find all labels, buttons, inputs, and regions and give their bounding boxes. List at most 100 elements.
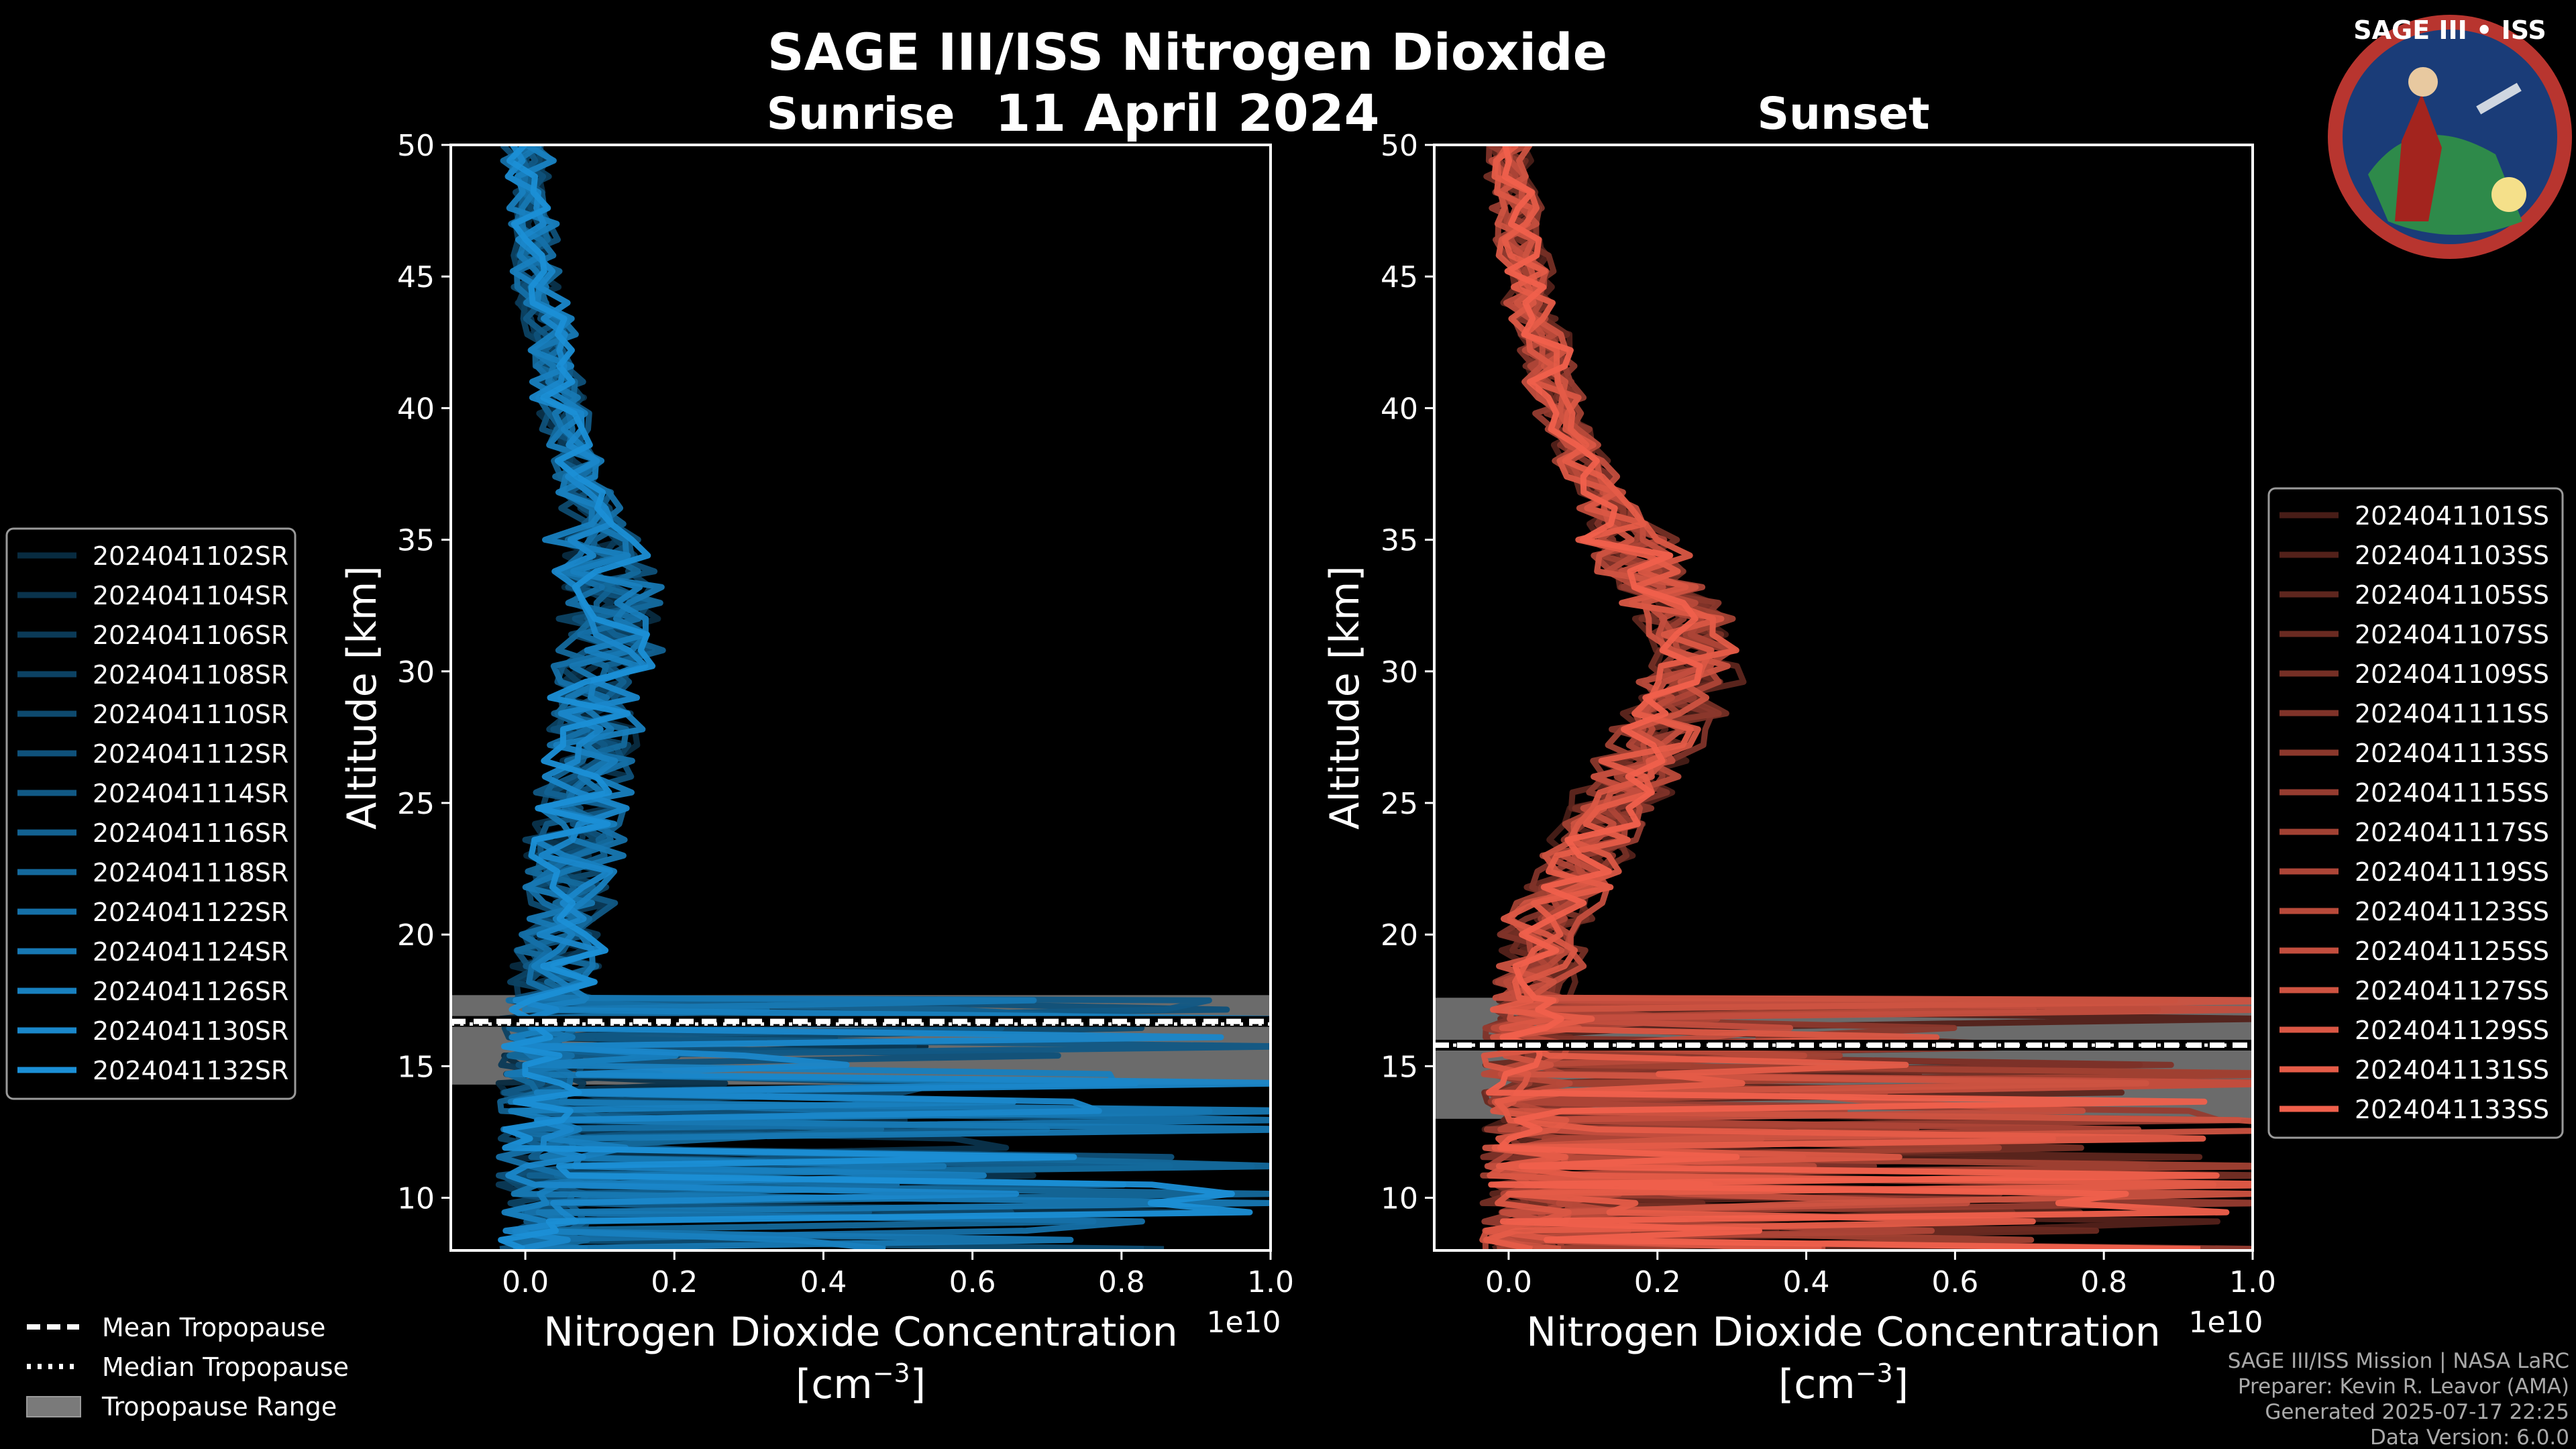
tropopause-range-label: Tropopause Range: [101, 1392, 337, 1421]
x-axis-label: Nitrogen Dioxide Concentration: [543, 1309, 1178, 1356]
legend-frame: [2267, 487, 2564, 1139]
plot-area: [451, 145, 1271, 1250]
x-tick-label: 0.8: [1098, 1265, 1145, 1299]
mean-tropopause-label: Mean Tropopause: [102, 1313, 325, 1342]
x-axis-unit-close: ]: [1893, 1361, 1909, 1408]
legend-entry: 2024041109SS: [2355, 659, 2549, 689]
x-tick-label: 0.4: [800, 1265, 847, 1299]
y-tick-label: 45: [1381, 260, 1418, 294]
legend-entry: 2024041122SR: [93, 898, 288, 927]
legend-entry: 2024041119SS: [2355, 857, 2549, 887]
credit-version: Data Version: 6.0.0: [2370, 1426, 2569, 1449]
legend-entry: 2024041125SS: [2355, 936, 2549, 966]
y-axis-label: Altitude [km]: [1322, 566, 1368, 830]
panel-title: Sunrise: [767, 88, 955, 140]
legend-entry: 2024041114SR: [93, 779, 288, 808]
tropopause-range-swatch: [26, 1396, 81, 1417]
x-axis-unit-close: ]: [910, 1361, 926, 1408]
x-scale-label: 1e10: [2188, 1305, 2263, 1340]
x-tick-label: 0.6: [949, 1265, 996, 1299]
x-axis-unit-exponent: −3: [873, 1358, 910, 1388]
legend-entry: 2024041130SR: [93, 1016, 288, 1046]
x-tick-label: 0.2: [1634, 1265, 1681, 1299]
legend-entry: 2024041112SR: [93, 739, 288, 769]
tropopause-legend: Mean Tropopause Median Tropopause Tropop…: [26, 1313, 349, 1421]
figure-date: 11 April 2024: [995, 83, 1379, 143]
legend-entry: 2024041124SR: [93, 937, 288, 967]
station-icon: [2476, 83, 2522, 115]
figure-head-icon: [2408, 67, 2438, 97]
x-tick-label: 1.0: [1247, 1265, 1294, 1299]
sunrise-legend: 2024041102SR 2024041104SR 2024041106SR 2024…: [5, 527, 297, 1100]
legend-entry: 2024041107SS: [2355, 620, 2549, 649]
y-tick-label: 25: [397, 787, 435, 821]
x-tick-label: 0.6: [1931, 1265, 1978, 1299]
legend-entry: 2024041101SS: [2355, 501, 2549, 531]
x-tick-label: 0.0: [1485, 1265, 1532, 1299]
y-tick-label: 15: [1381, 1050, 1418, 1084]
x-axis-unit: [cm−3]: [796, 1358, 926, 1408]
y-tick-label: 15: [397, 1050, 435, 1084]
plot-frame: [1433, 144, 2254, 1252]
legend-entry: 2024041111SS: [2355, 699, 2549, 729]
y-tick-label: 40: [1381, 392, 1418, 426]
sunrise-chart: 0.0 0.2 0.4 0.6 0.8 1.0 10 15 20 25 30 35 40 45 50 Sunr…: [339, 88, 1294, 1408]
y-tick-label: 10: [1381, 1182, 1418, 1216]
y-tick-label: 50: [397, 129, 435, 163]
figure-title: SAGE III/ISS Nitrogen Dioxide: [767, 22, 1607, 82]
profile-line-2024041132SR: [498, 145, 1253, 1250]
x-tick-label: 1.0: [2229, 1265, 2276, 1299]
x-axis-unit-base: [cm: [1778, 1361, 1856, 1408]
legend-entry: 2024041108SR: [93, 660, 288, 690]
legend-entry: 2024041110SR: [93, 700, 288, 729]
sage-mission-logo: SAGE III • ISS: [2328, 15, 2572, 259]
legend-entry: 2024041126SR: [93, 977, 288, 1006]
plot-frame: [449, 144, 1272, 1252]
legend-entry: 2024041102SR: [93, 541, 288, 571]
legend-entry: 2024041115SS: [2355, 778, 2549, 808]
y-tick-label: 10: [397, 1182, 435, 1216]
sunset-chart: 0.0 0.2 0.4 0.6 0.8 1.0 10 15 20 25 30 35 40 45 50 Suns…: [1322, 88, 2276, 1408]
x-axis-unit-exponent: −3: [1856, 1358, 1893, 1388]
legend-entry: 2024041104SR: [93, 581, 288, 610]
credits: SAGE III/ISS Mission | NASA LaRC Prepare…: [2228, 1349, 2569, 1449]
legend-entry: 2024041118SR: [93, 858, 288, 888]
y-tick-label: 25: [1381, 787, 1418, 821]
legend-entry: 2024041123SS: [2355, 897, 2549, 926]
legend-entry: 2024041117SS: [2355, 818, 2549, 847]
x-axis-unit-base: [cm: [796, 1361, 873, 1408]
legend-entry: 2024041127SS: [2355, 976, 2549, 1006]
legend-entry: 2024041131SS: [2355, 1055, 2549, 1085]
x-scale-label: 1e10: [1206, 1305, 1281, 1340]
plot-area: [1434, 145, 2253, 1250]
credit-mission: SAGE III/ISS Mission | NASA LaRC: [2228, 1349, 2569, 1373]
y-tick-label: 20: [397, 918, 435, 953]
profile-line-2024041133SS: [1485, 145, 2230, 1250]
credit-generated: Generated 2025-07-17 22:25: [2265, 1400, 2569, 1424]
legend-entry: 2024041113SS: [2355, 739, 2549, 768]
x-axis-unit: [cm−3]: [1778, 1358, 1909, 1408]
y-tick-label: 45: [397, 260, 435, 294]
credit-preparer: Preparer: Kevin R. Leavor (AMA): [2238, 1375, 2569, 1399]
median-tropopause-label: Median Tropopause: [102, 1352, 349, 1382]
legend-entry: 2024041106SR: [93, 621, 288, 650]
logo-text: SAGE III • ISS: [2353, 15, 2546, 45]
x-tick-label: 0.2: [651, 1265, 698, 1299]
panel-title: Sunset: [1757, 88, 1929, 140]
profile-line-2024041127SS: [1479, 145, 2253, 1250]
x-tick-label: 0.8: [2080, 1265, 2127, 1299]
legend-entry: 2024041133SS: [2355, 1095, 2549, 1124]
legend-entry: 2024041105SS: [2355, 580, 2549, 610]
x-tick-label: 0.0: [502, 1265, 549, 1299]
y-tick-label: 20: [1381, 918, 1418, 953]
legend-entry: 2024041129SS: [2355, 1016, 2549, 1045]
y-tick-label: 35: [397, 524, 435, 558]
x-axis-label: Nitrogen Dioxide Concentration: [1526, 1309, 2161, 1356]
y-axis-label: Altitude [km]: [339, 566, 386, 830]
legend-entry: 2024041116SR: [93, 818, 288, 848]
figure-icon: [2395, 94, 2442, 221]
sun-icon: [2491, 177, 2526, 212]
y-tick-label: 30: [1381, 655, 1418, 690]
